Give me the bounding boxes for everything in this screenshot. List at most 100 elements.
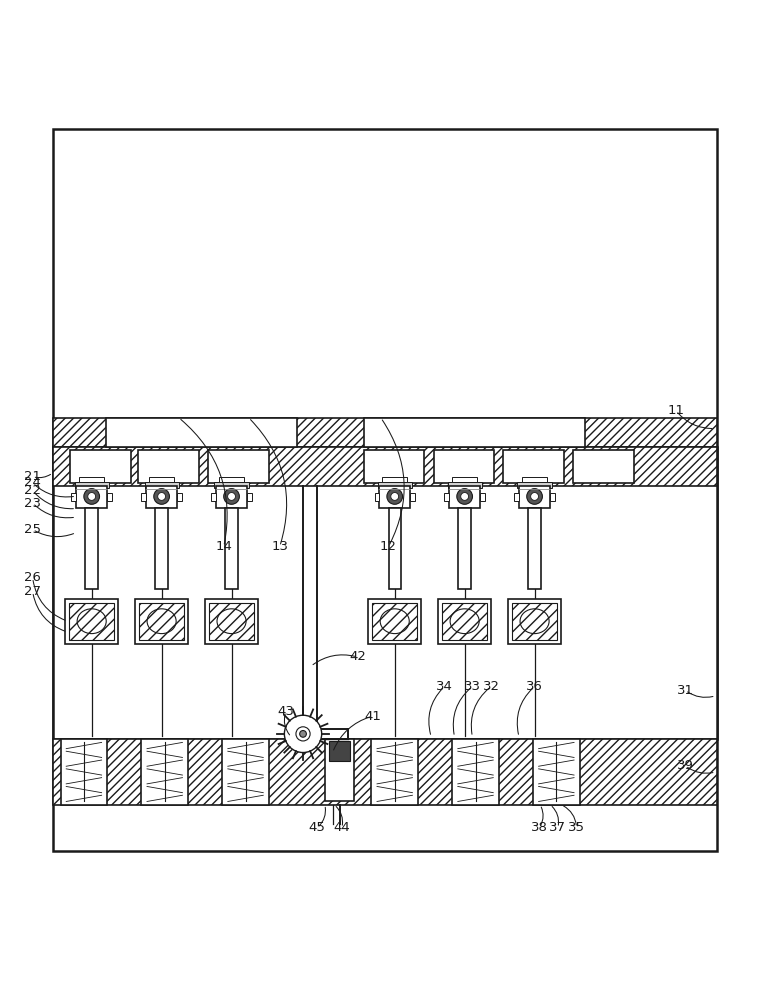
Text: 12: 12 bbox=[380, 540, 397, 553]
Circle shape bbox=[527, 489, 542, 504]
Circle shape bbox=[531, 493, 538, 500]
Bar bbox=[53, 418, 717, 447]
Bar bbox=[53, 447, 717, 486]
Bar bbox=[79, 477, 104, 482]
Text: 21: 21 bbox=[24, 470, 41, 483]
Bar bbox=[480, 493, 485, 501]
Bar bbox=[325, 739, 354, 801]
Bar bbox=[368, 599, 421, 644]
Bar bbox=[141, 739, 188, 805]
Text: 23: 23 bbox=[24, 497, 41, 510]
Bar bbox=[448, 482, 482, 488]
Circle shape bbox=[300, 731, 306, 737]
Bar bbox=[155, 508, 168, 589]
Text: 27: 27 bbox=[24, 585, 41, 598]
Circle shape bbox=[88, 493, 96, 500]
Bar bbox=[216, 486, 247, 508]
Circle shape bbox=[158, 493, 166, 500]
Bar bbox=[214, 482, 249, 488]
Bar bbox=[519, 486, 550, 508]
Bar bbox=[508, 599, 561, 644]
Bar bbox=[379, 486, 410, 508]
Circle shape bbox=[387, 489, 402, 504]
Text: 11: 11 bbox=[667, 404, 685, 417]
Bar bbox=[503, 450, 564, 483]
Bar bbox=[139, 603, 184, 640]
Text: 44: 44 bbox=[333, 821, 350, 834]
Bar bbox=[512, 603, 557, 640]
Bar bbox=[452, 477, 477, 482]
Text: 26: 26 bbox=[24, 571, 41, 584]
Text: 37: 37 bbox=[549, 821, 566, 834]
Bar bbox=[225, 508, 238, 589]
Bar bbox=[410, 493, 415, 501]
Text: 32: 32 bbox=[483, 680, 500, 693]
Text: 34: 34 bbox=[436, 680, 453, 693]
Bar bbox=[388, 508, 401, 589]
Text: 22: 22 bbox=[24, 484, 41, 497]
Bar bbox=[208, 450, 269, 483]
Bar bbox=[528, 508, 541, 589]
Bar bbox=[145, 482, 179, 488]
Text: 39: 39 bbox=[677, 759, 694, 772]
Circle shape bbox=[296, 727, 310, 741]
Text: 24: 24 bbox=[24, 476, 41, 489]
Bar bbox=[247, 493, 252, 501]
Bar bbox=[364, 450, 424, 483]
Text: 45: 45 bbox=[308, 821, 326, 834]
Text: 35: 35 bbox=[568, 821, 585, 834]
Bar bbox=[364, 418, 585, 447]
Bar bbox=[372, 603, 417, 640]
Bar bbox=[550, 493, 555, 501]
Bar bbox=[573, 450, 634, 483]
Circle shape bbox=[284, 715, 322, 753]
Bar bbox=[85, 508, 98, 589]
Bar bbox=[209, 603, 254, 640]
Bar bbox=[138, 450, 199, 483]
Bar bbox=[533, 739, 580, 805]
Bar bbox=[371, 739, 418, 805]
Bar bbox=[458, 508, 471, 589]
Bar bbox=[382, 477, 407, 482]
Bar bbox=[177, 493, 182, 501]
Bar bbox=[71, 493, 76, 501]
Bar bbox=[444, 493, 449, 501]
Bar bbox=[375, 493, 379, 501]
Bar bbox=[107, 493, 112, 501]
Circle shape bbox=[154, 489, 169, 504]
Bar bbox=[65, 599, 118, 644]
Text: 25: 25 bbox=[24, 523, 41, 536]
Bar bbox=[222, 739, 269, 805]
Bar bbox=[53, 129, 717, 851]
Bar bbox=[329, 741, 350, 761]
Bar bbox=[205, 599, 258, 644]
Bar bbox=[378, 482, 412, 488]
Bar bbox=[146, 486, 177, 508]
Bar bbox=[211, 493, 216, 501]
Bar bbox=[449, 486, 480, 508]
Circle shape bbox=[224, 489, 239, 504]
Circle shape bbox=[457, 489, 472, 504]
Bar bbox=[434, 450, 494, 483]
Bar bbox=[452, 739, 499, 805]
Text: 38: 38 bbox=[531, 821, 548, 834]
Bar bbox=[135, 599, 188, 644]
Bar bbox=[438, 599, 491, 644]
Bar bbox=[76, 486, 107, 508]
Bar bbox=[219, 477, 244, 482]
Circle shape bbox=[228, 493, 235, 500]
Bar bbox=[106, 418, 297, 447]
Bar bbox=[70, 450, 131, 483]
Bar bbox=[61, 739, 107, 805]
Circle shape bbox=[461, 493, 469, 500]
Bar bbox=[442, 603, 487, 640]
Bar bbox=[517, 482, 552, 488]
Circle shape bbox=[84, 489, 99, 504]
Circle shape bbox=[391, 493, 399, 500]
Bar bbox=[53, 447, 717, 739]
Text: 13: 13 bbox=[271, 540, 288, 553]
Bar bbox=[522, 477, 547, 482]
Text: 33: 33 bbox=[464, 680, 481, 693]
Bar bbox=[69, 603, 114, 640]
Bar bbox=[514, 493, 519, 501]
